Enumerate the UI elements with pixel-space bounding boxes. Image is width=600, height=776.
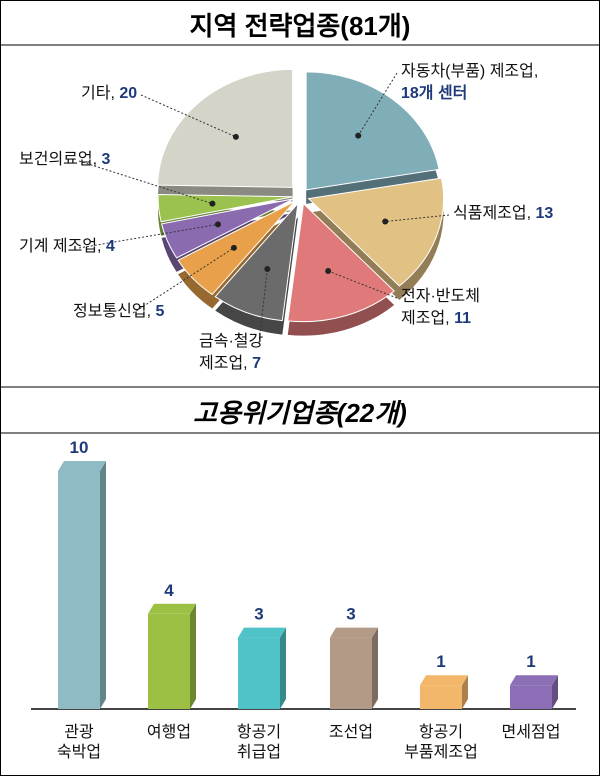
leader-dot	[232, 133, 239, 140]
category-label: 기계 제조업,	[19, 238, 102, 255]
value-label: 3	[346, 605, 355, 624]
value-label: 4	[105, 238, 115, 255]
value-label: 20	[119, 85, 138, 102]
x-tick-label: 면세점업	[501, 724, 561, 741]
bar	[330, 637, 372, 709]
leader-dot	[209, 200, 216, 207]
value-label: 7	[252, 355, 261, 372]
bar-side	[552, 675, 558, 709]
leader-line	[357, 72, 398, 136]
value-label: 10	[70, 438, 89, 457]
category-label: 정보통신업,	[73, 303, 152, 320]
bar-side	[280, 627, 286, 709]
leader-dot	[214, 221, 221, 228]
x-tick-label: 항공기 부품제조업	[404, 724, 478, 761]
bar	[148, 613, 190, 709]
bar-top	[58, 461, 106, 471]
leader-line	[385, 214, 450, 223]
bar-side	[372, 627, 378, 709]
slice-label: 금속·철강 제조업, 7	[199, 331, 263, 375]
slice	[305, 71, 440, 191]
bar-side	[462, 675, 468, 709]
leader-dot	[230, 244, 237, 251]
bar-side	[100, 461, 106, 709]
bar-top	[510, 675, 558, 686]
value-label: 11	[454, 310, 471, 327]
slice	[307, 177, 445, 287]
leader-line	[327, 270, 398, 299]
value-label: 3	[254, 605, 263, 624]
bar	[58, 471, 100, 709]
bar	[510, 685, 552, 709]
value-label: 1	[436, 652, 445, 671]
bar-side	[190, 603, 196, 709]
chart-title: 고용위기업종(22개)	[193, 398, 407, 428]
leader-dot	[264, 265, 271, 272]
leader-line	[140, 94, 237, 138]
category-label: 전자·반도체 제조업,	[401, 288, 480, 327]
slice-label: 자동차(부품) 제조업, 18개 센터	[401, 61, 538, 105]
leader-dot	[325, 268, 332, 275]
slice	[160, 198, 294, 259]
category-label: 기타,	[81, 85, 115, 102]
category-label: 식품제조업,	[453, 205, 532, 222]
slice-label: 보건의료업, 3	[19, 149, 110, 171]
slice-label: 정보통신업, 5	[73, 301, 164, 323]
value-label: 18개 센터	[401, 85, 468, 102]
bar-top	[238, 627, 286, 638]
category-label: 금속·철강 제조업,	[199, 333, 264, 372]
value-label: 5	[155, 303, 165, 320]
leader-line	[78, 160, 213, 205]
x-tick-label: 관광 숙박업	[56, 724, 102, 761]
leader-line	[78, 223, 219, 249]
value-label: 4	[164, 581, 174, 600]
slice-label: 식품제조업, 13	[453, 203, 553, 225]
slice-label: 기타, 20	[81, 83, 137, 105]
x-tick-label: 조선업	[328, 724, 374, 741]
leader-dot	[355, 132, 362, 139]
bar	[420, 685, 462, 709]
x-tick-label: 항공기 취급업	[236, 724, 282, 761]
bar-top	[420, 675, 468, 686]
bar-top	[148, 603, 196, 614]
chart-title: 지역 전략업종(81개)	[189, 11, 411, 41]
value-label: 3	[101, 151, 111, 168]
slice	[157, 193, 294, 223]
value-label: 13	[535, 205, 554, 222]
value-label: 1	[526, 652, 535, 671]
slice-label: 기계 제조업, 4	[19, 236, 115, 258]
leader-dot	[382, 218, 389, 225]
category-label: 보건의료업,	[19, 151, 98, 168]
x-tick-label: 여행업	[146, 724, 192, 741]
leader-line	[132, 247, 235, 314]
leader-line	[258, 268, 268, 344]
bar-top	[330, 627, 378, 638]
category-label: 자동차(부품) 제조업,	[401, 63, 539, 80]
slice-label: 전자·반도체 제조업, 11	[401, 286, 480, 330]
slice	[157, 68, 294, 188]
bar	[238, 637, 280, 709]
slice	[214, 201, 299, 322]
